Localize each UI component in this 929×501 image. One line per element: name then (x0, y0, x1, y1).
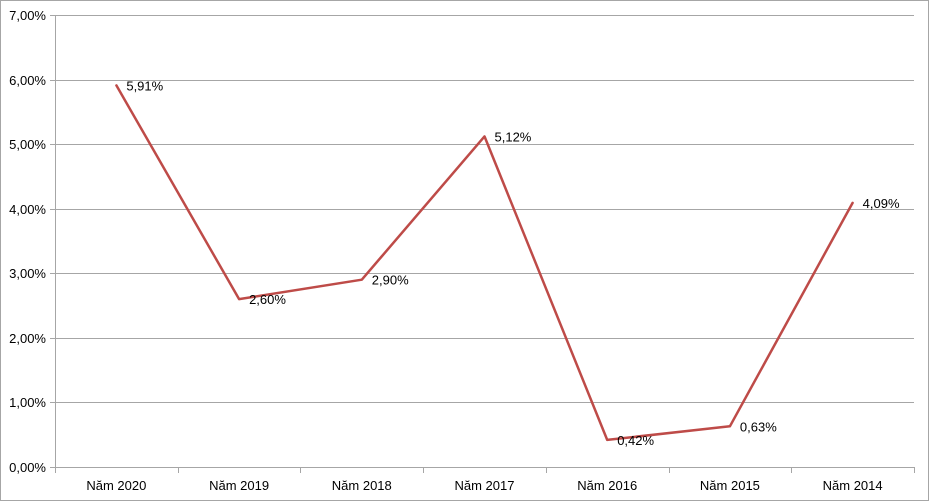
x-tick-label: Năm 2015 (700, 478, 760, 493)
y-tick-label: 3,00% (9, 266, 46, 281)
data-label: 5,91% (126, 78, 163, 93)
y-tick-label: 1,00% (9, 395, 46, 410)
data-label: 2,60% (249, 292, 286, 307)
y-tick-label: 4,00% (9, 202, 46, 217)
y-tick-label: 7,00% (9, 8, 46, 23)
data-label: 0,42% (617, 433, 654, 448)
y-tick-label: 6,00% (9, 73, 46, 88)
x-tick-label: Năm 2014 (823, 478, 883, 493)
x-tick-label: Năm 2020 (86, 478, 146, 493)
y-tick-label: 5,00% (9, 137, 46, 152)
y-tick-label: 2,00% (9, 331, 46, 346)
x-tick-label: Năm 2017 (455, 478, 515, 493)
series-line (115, 84, 854, 442)
data-label: 4,09% (863, 196, 900, 211)
x-tick-label: Năm 2018 (332, 478, 392, 493)
x-tick-label: Năm 2016 (577, 478, 637, 493)
data-label: 2,90% (372, 273, 409, 288)
data-label: 5,12% (495, 129, 532, 144)
y-tick-label: 0,00% (9, 460, 46, 475)
data-label: 0,63% (740, 419, 777, 434)
x-tick-label: Năm 2019 (209, 478, 269, 493)
